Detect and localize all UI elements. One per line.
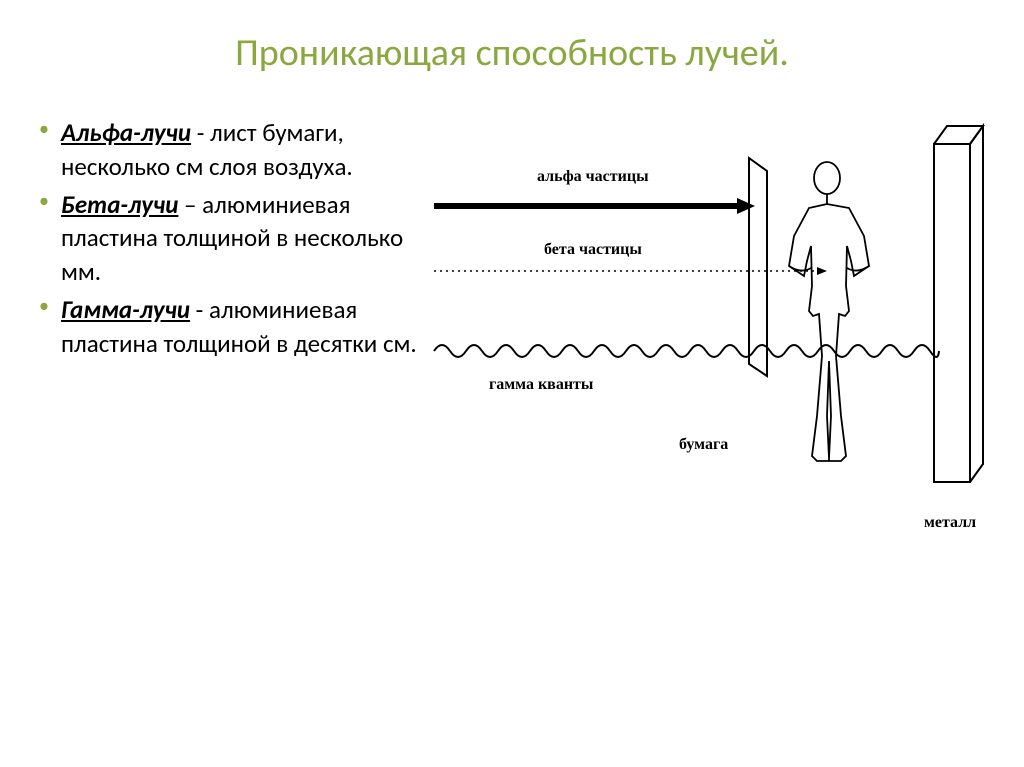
metal-barrier: [934, 126, 983, 482]
bullet-item-gamma: • Гамма-лучи - алюминиевая пластина толщ…: [35, 293, 429, 361]
bullet-text: Гамма-лучи - алюминиевая пластина толщин…: [61, 293, 429, 361]
bullet-dot-icon: •: [39, 116, 49, 184]
bullet-list: • Альфа-лучи - лист бумаги, несколько см…: [35, 116, 429, 566]
bullet-item-alpha: • Альфа-лучи - лист бумаги, несколько см…: [35, 116, 429, 184]
beta-label: бета частицы: [544, 241, 642, 259]
alpha-label: альфа частицы: [537, 168, 649, 186]
bullet-text: Бета-лучи – алюминиевая пластина толщино…: [61, 188, 429, 289]
beta-arrowhead-icon: [817, 267, 827, 275]
bullet-term: Альфа-лучи: [61, 117, 191, 148]
gamma-label: гамма кванты: [489, 376, 593, 394]
metal-label: металл: [924, 514, 976, 532]
bullet-item-beta: • Бета-лучи – алюминиевая пластина толщи…: [35, 188, 429, 289]
page-title: Проникающая способность лучей.: [0, 0, 1024, 116]
penetration-diagram: альфа частицы бета частицы гамма кванты …: [429, 116, 989, 566]
paper-barrier: [749, 158, 767, 376]
bullet-dot-icon: •: [39, 188, 49, 289]
gamma-ray-wave: [434, 345, 939, 357]
alpha-arrowhead-icon: [737, 198, 755, 214]
paper-label: бумага: [679, 436, 728, 454]
human-figure-icon: [789, 162, 869, 461]
bullet-term: Бета-лучи: [61, 189, 178, 220]
bullet-term: Гамма-лучи: [61, 294, 190, 325]
content-area: • Альфа-лучи - лист бумаги, несколько см…: [0, 116, 1024, 566]
diagram-svg: [429, 116, 989, 566]
bullet-dot-icon: •: [39, 293, 49, 361]
bullet-text: Альфа-лучи - лист бумаги, несколько см с…: [61, 116, 429, 184]
